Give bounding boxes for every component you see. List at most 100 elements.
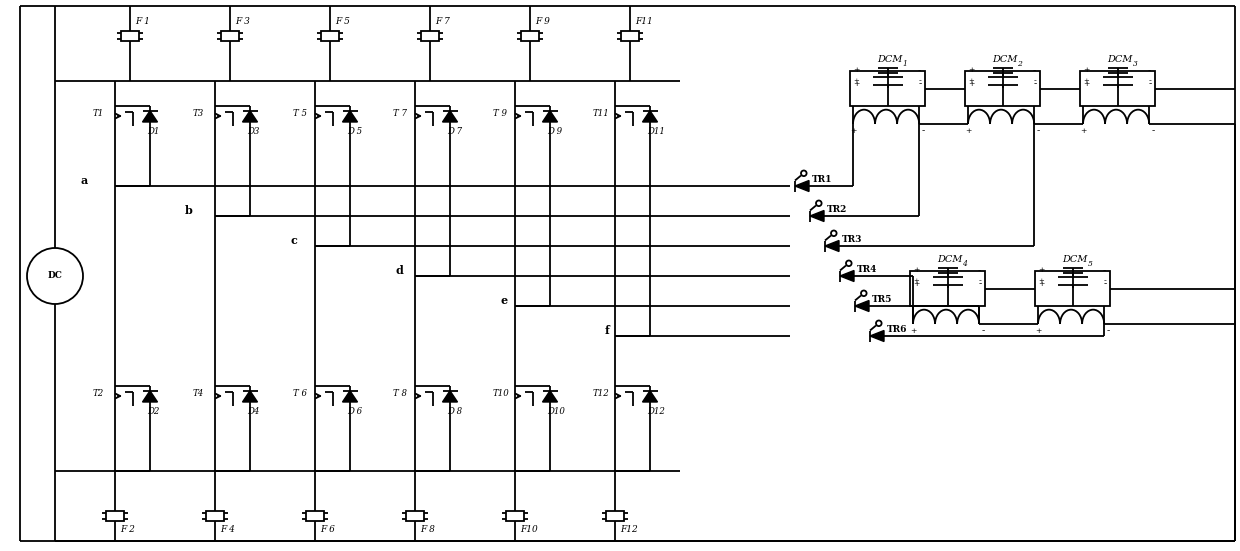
Bar (206, 511, 224, 521)
Text: D11: D11 (647, 127, 665, 136)
Polygon shape (839, 271, 854, 282)
Text: a: a (81, 176, 87, 186)
Bar (1035, 271, 1110, 306)
Text: DCM: DCM (878, 55, 903, 63)
Text: TR2: TR2 (827, 204, 847, 213)
Text: 4: 4 (962, 260, 967, 267)
Text: F 1: F 1 (135, 17, 150, 25)
Text: +: + (1038, 267, 1044, 274)
Text: -: - (1037, 127, 1040, 136)
Bar (1080, 71, 1154, 106)
Text: T 5: T 5 (293, 109, 308, 117)
Text: -: - (1148, 66, 1151, 75)
Text: T3: T3 (193, 109, 205, 117)
Text: T12: T12 (593, 388, 610, 397)
Text: F 9: F 9 (534, 17, 549, 25)
Text: F12: F12 (620, 525, 637, 533)
Text: TR5: TR5 (872, 294, 893, 304)
Polygon shape (443, 111, 458, 122)
Polygon shape (543, 391, 558, 402)
Text: D 7: D 7 (446, 127, 463, 136)
Text: +: + (1035, 327, 1042, 335)
Text: +: + (968, 79, 975, 88)
Text: TR4: TR4 (857, 264, 878, 273)
Text: -: - (1033, 66, 1037, 75)
Text: -: - (1034, 77, 1037, 85)
Polygon shape (870, 331, 884, 342)
Polygon shape (143, 111, 157, 122)
Text: c: c (290, 235, 296, 246)
Text: +: + (913, 267, 919, 274)
Text: TR3: TR3 (842, 235, 863, 244)
Text: F 3: F 3 (236, 17, 250, 25)
Bar (521, 31, 539, 41)
Text: -: - (918, 66, 921, 75)
Polygon shape (642, 111, 657, 122)
Polygon shape (825, 240, 839, 251)
Text: +: + (849, 127, 857, 135)
Text: D 9: D 9 (547, 127, 562, 136)
Text: DCM: DCM (1063, 255, 1087, 263)
Text: +: + (913, 279, 919, 288)
Bar (849, 71, 925, 106)
Text: -: - (1104, 266, 1106, 275)
Text: DCM: DCM (992, 55, 1018, 63)
Text: DCM: DCM (937, 255, 963, 263)
Text: -: - (1152, 127, 1156, 136)
Text: -: - (982, 327, 986, 336)
Text: DCM: DCM (1107, 55, 1133, 63)
Text: +: + (1038, 279, 1044, 288)
Text: T 9: T 9 (494, 109, 507, 117)
Polygon shape (243, 391, 258, 402)
Text: D 8: D 8 (446, 407, 463, 415)
Polygon shape (243, 111, 258, 122)
Text: +: + (1083, 67, 1090, 74)
Text: -: - (1104, 279, 1107, 288)
Bar (405, 511, 424, 521)
Polygon shape (143, 391, 157, 402)
Text: T 7: T 7 (393, 109, 407, 117)
Text: TR6: TR6 (887, 325, 908, 333)
Text: e: e (500, 295, 507, 306)
Text: -: - (923, 127, 925, 136)
Text: +: + (853, 77, 859, 85)
Text: -: - (919, 79, 923, 88)
Text: -: - (978, 266, 981, 275)
Text: +: + (1080, 127, 1086, 135)
Polygon shape (795, 181, 808, 192)
Text: T11: T11 (593, 109, 610, 117)
Text: +: + (1083, 79, 1090, 88)
Text: D12: D12 (647, 407, 665, 415)
Text: +: + (910, 327, 916, 335)
Text: +: + (853, 67, 859, 74)
Bar (422, 31, 439, 41)
Text: -: - (1149, 79, 1152, 88)
Text: D 5: D 5 (347, 127, 362, 136)
Text: D4: D4 (247, 407, 259, 415)
Text: +: + (965, 127, 971, 135)
Polygon shape (342, 391, 357, 402)
Bar (221, 31, 239, 41)
Text: D 6: D 6 (347, 407, 362, 415)
Text: F 8: F 8 (420, 525, 435, 533)
Text: D1: D1 (148, 127, 160, 136)
Text: -: - (980, 277, 982, 285)
Text: +: + (913, 277, 919, 285)
Text: f: f (605, 326, 610, 337)
Text: -: - (1107, 327, 1110, 336)
Polygon shape (342, 111, 357, 122)
Text: T 6: T 6 (293, 388, 308, 397)
Text: T2: T2 (93, 388, 104, 397)
Polygon shape (543, 111, 558, 122)
Text: +: + (1083, 77, 1089, 85)
Text: F 7: F 7 (435, 17, 450, 25)
Text: -: - (980, 279, 982, 288)
Text: +: + (968, 67, 975, 74)
Polygon shape (642, 391, 657, 402)
Bar (321, 31, 339, 41)
Bar (965, 71, 1040, 106)
Text: d: d (396, 266, 403, 277)
Text: 5: 5 (1087, 260, 1092, 267)
Bar (506, 511, 525, 521)
Text: +: + (1038, 277, 1044, 285)
